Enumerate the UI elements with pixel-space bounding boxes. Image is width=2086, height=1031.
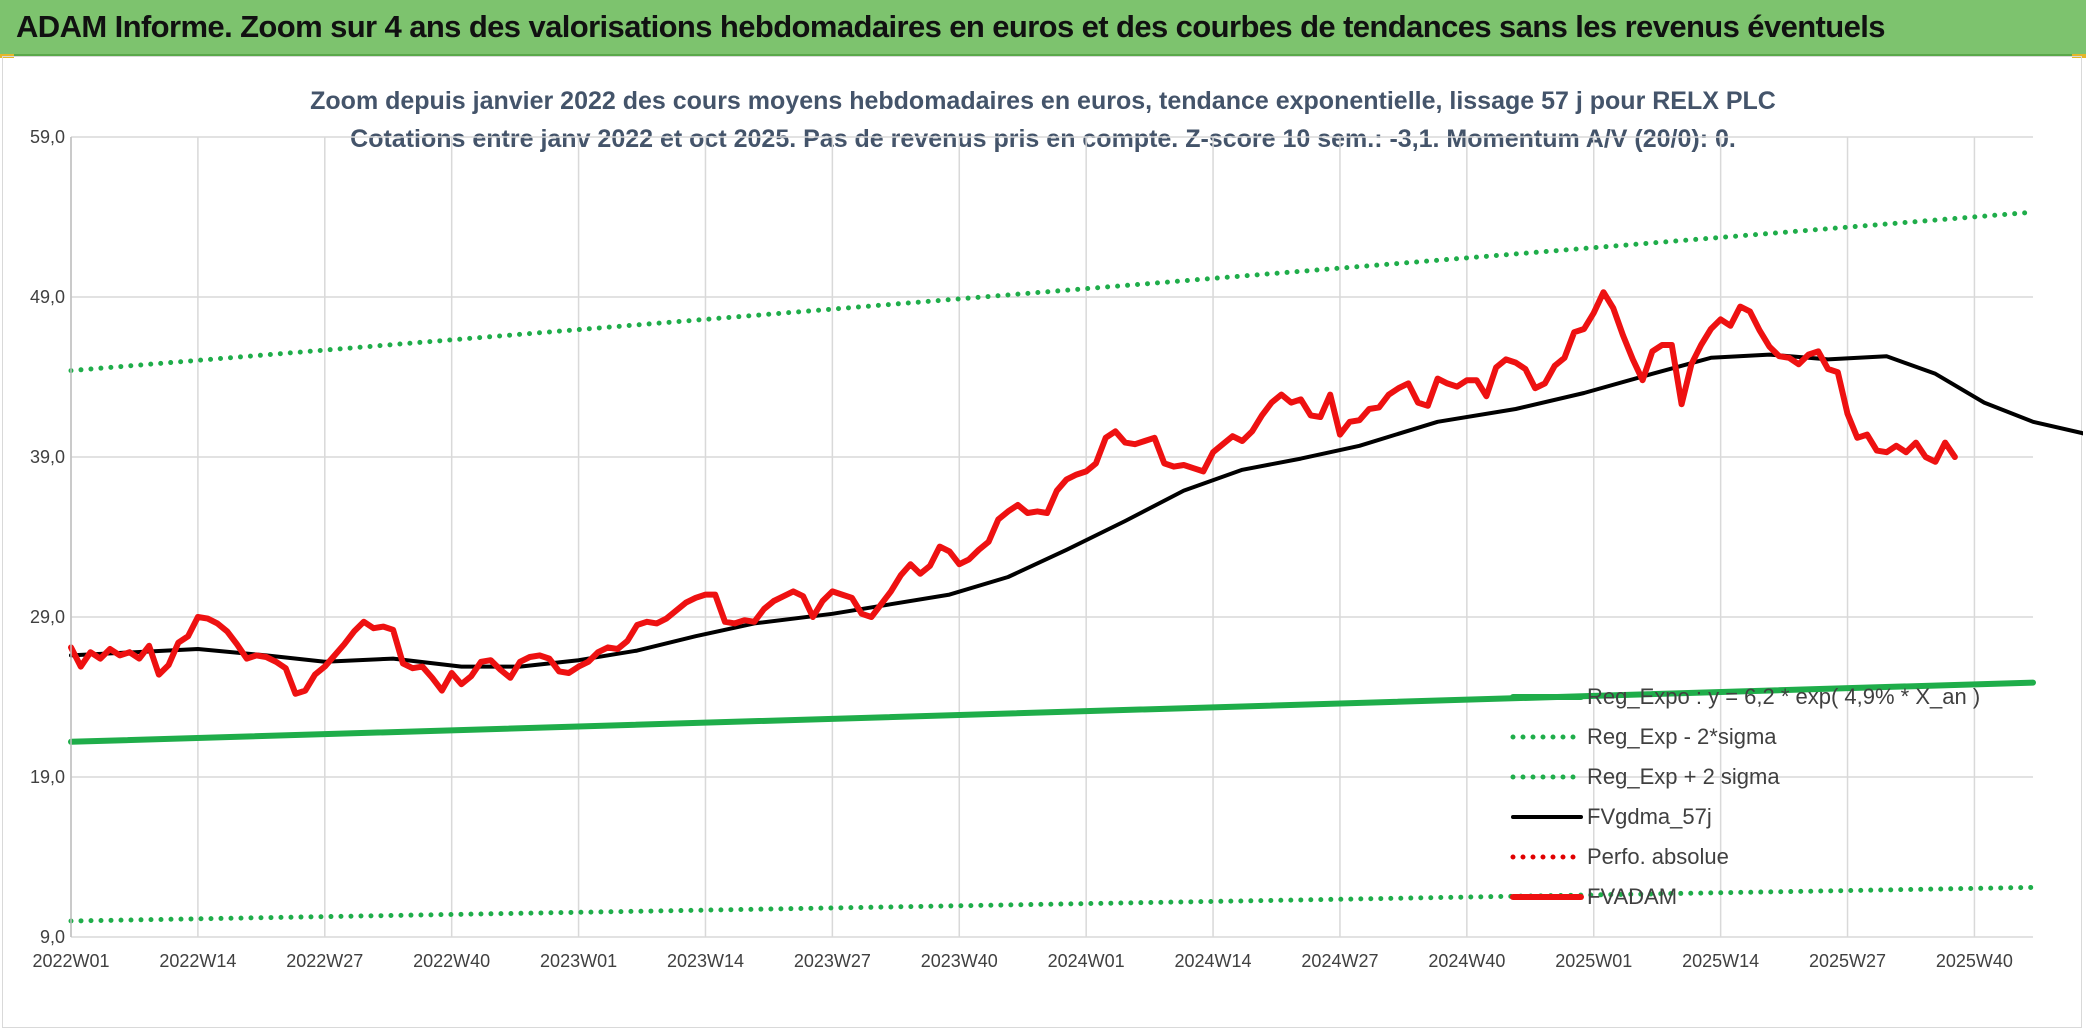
y-tick-label: 49,0 [30, 287, 65, 307]
legend-label: FVADAM [1587, 884, 1677, 909]
series-line-3 [69, 352, 2083, 669]
chart-subtitle: Cotations entre janv 2022 et oct 2025. P… [350, 125, 1736, 153]
series-line-0 [68, 679, 2036, 745]
x-tick-label: 2022W40 [413, 951, 490, 971]
legend-label: Reg_Expo : y = 6,2 * exp( 4,9% * X_an ) [1587, 684, 1980, 709]
x-tick-label: 2024W01 [1048, 951, 1125, 971]
legend-label: Perfo. absolue [1587, 844, 1729, 869]
series-line-5 [68, 289, 1958, 697]
y-tick-label: 19,0 [30, 767, 65, 787]
grid [70, 136, 2033, 938]
y-tick-label: 59,0 [30, 127, 65, 147]
x-tick-label: 2022W27 [286, 951, 363, 971]
x-tick-label: 2022W14 [159, 951, 236, 971]
series-layer [68, 209, 2083, 924]
x-tick-label: 2025W14 [1682, 951, 1759, 971]
axes: 59,0 49,0 39,0 29,0 19,0 9,0 2022W01 2022W14 202… [30, 127, 2013, 971]
x-tick-label: 2022W01 [32, 951, 109, 971]
x-tick-label: 2023W40 [921, 951, 998, 971]
x-tick-label: 2024W27 [1301, 951, 1378, 971]
x-tick-label: 2023W01 [540, 951, 617, 971]
x-tick-label: 2025W01 [1555, 951, 1632, 971]
legend-label: Reg_Exp - 2*sigma [1587, 724, 1777, 749]
line-chart: Zoom depuis janvier 2022 des cours moyen… [30, 87, 2083, 971]
chart-title: Zoom depuis janvier 2022 des cours moyen… [310, 87, 1776, 115]
series-line-2 [68, 209, 2036, 374]
series-line-1 [68, 884, 2036, 924]
legend-label: Reg_Exp + 2 sigma [1587, 764, 1780, 789]
y-tick-label: 9,0 [40, 927, 65, 947]
x-tick-label: 2024W14 [1175, 951, 1252, 971]
legend: Reg_Expo : y = 6,2 * exp( 4,9% * X_an ) R… [1510, 684, 1980, 909]
x-tick-label: 2025W40 [1936, 951, 2013, 971]
x-tick-label: 2023W27 [794, 951, 871, 971]
legend-label: FVgdma_57j [1587, 804, 1712, 829]
x-tick-label: 2023W14 [667, 951, 744, 971]
x-tick-label: 2024W40 [1428, 951, 1505, 971]
y-tick-label: 39,0 [30, 447, 65, 467]
y-tick-label: 29,0 [30, 607, 65, 627]
x-tick-label: 2025W27 [1809, 951, 1886, 971]
report-banner: ADAM Informe. Zoom sur 4 ans des valoris… [0, 0, 2086, 56]
report-title: ADAM Informe. Zoom sur 4 ans des valoris… [16, 9, 1886, 44]
chart-area: Zoom depuis janvier 2022 des cours moyen… [2, 56, 2083, 1028]
